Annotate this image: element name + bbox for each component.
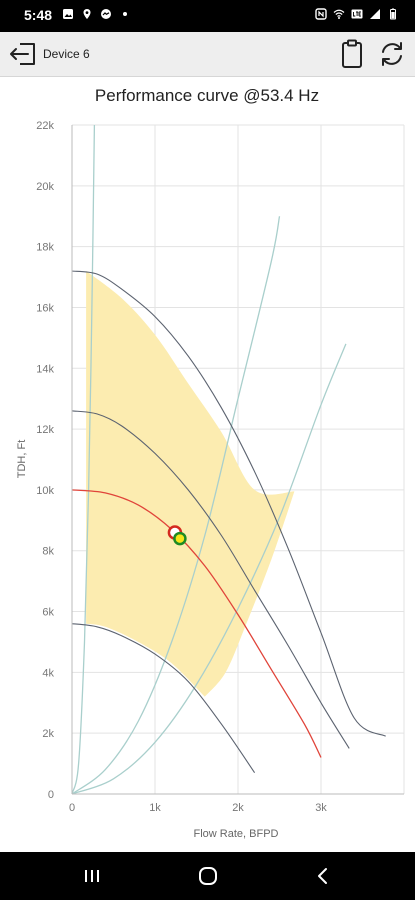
operating-range-area: [86, 271, 295, 697]
status-time: 5:48: [24, 7, 53, 23]
x-tick-label: 3k: [315, 802, 327, 814]
y-tick-label: 8k: [42, 546, 54, 558]
x-axis-label: Flow Rate, BFPD: [194, 828, 279, 840]
x-tick-label: 2k: [232, 802, 244, 814]
y-tick-label: 2k: [42, 728, 54, 740]
navigation-bar: [0, 852, 415, 900]
current-frequency-curve: [71, 489, 322, 758]
head-curve-2: [71, 410, 350, 749]
y-tick-label: 20k: [36, 181, 54, 193]
messenger-icon: [101, 9, 111, 19]
y-tick-label: 16k: [36, 302, 54, 314]
operating-point-marker[interactable]: [173, 531, 187, 546]
y-tick-label: 0: [48, 789, 54, 801]
y-tick-label: 12k: [36, 424, 54, 436]
recent-apps-icon[interactable]: [82, 864, 102, 888]
y-axis-label: TDH, Ft: [16, 440, 28, 479]
performance-chart[interactable]: 0 2k 4k 6k 8k 10k 12k 14k 16k 18k 20k 22k 0 1k 2k 3k Pe…: [0, 77, 415, 852]
location-icon: [83, 9, 91, 19]
dot-icon: [123, 12, 127, 16]
y-tick-label: 18k: [36, 242, 54, 254]
home-icon[interactable]: [196, 864, 220, 888]
y-tick-label: 14k: [36, 363, 54, 375]
battery-icon: [390, 8, 396, 20]
y-tick-label: 22k: [36, 120, 54, 132]
clipboard-icon[interactable]: [341, 39, 363, 69]
signal-icon: [370, 9, 380, 19]
status-bar: 5:48: [0, 0, 415, 32]
chart-title: Performance curve @53.4 Hz: [95, 86, 319, 105]
head-curve-1: [71, 270, 386, 737]
lte-icon: [351, 9, 363, 19]
wifi-icon: [333, 9, 345, 19]
y-tick-label: 6k: [42, 607, 54, 619]
chart-area: 0 2k 4k 6k 8k 10k 12k 14k 16k 18k 20k 22k 0 1k 2k 3k Pe…: [0, 77, 415, 852]
back-icon[interactable]: [314, 864, 332, 888]
exit-icon[interactable]: [8, 41, 38, 67]
app-bar: Device 6: [0, 32, 415, 77]
x-tick-label: 0: [69, 802, 75, 814]
head-curve-3: [71, 623, 256, 774]
x-tick-label: 1k: [149, 802, 161, 814]
y-tick-label: 10k: [36, 485, 54, 497]
system-curve-1: [71, 124, 96, 795]
refresh-icon[interactable]: [378, 40, 406, 68]
system-curve-2: [71, 216, 281, 795]
gallery-icon: [63, 9, 73, 19]
device-name: Device 6: [43, 47, 90, 61]
nfc-icon: [315, 8, 327, 20]
y-tick-label: 4k: [42, 667, 54, 679]
system-curve-3: [71, 343, 347, 795]
